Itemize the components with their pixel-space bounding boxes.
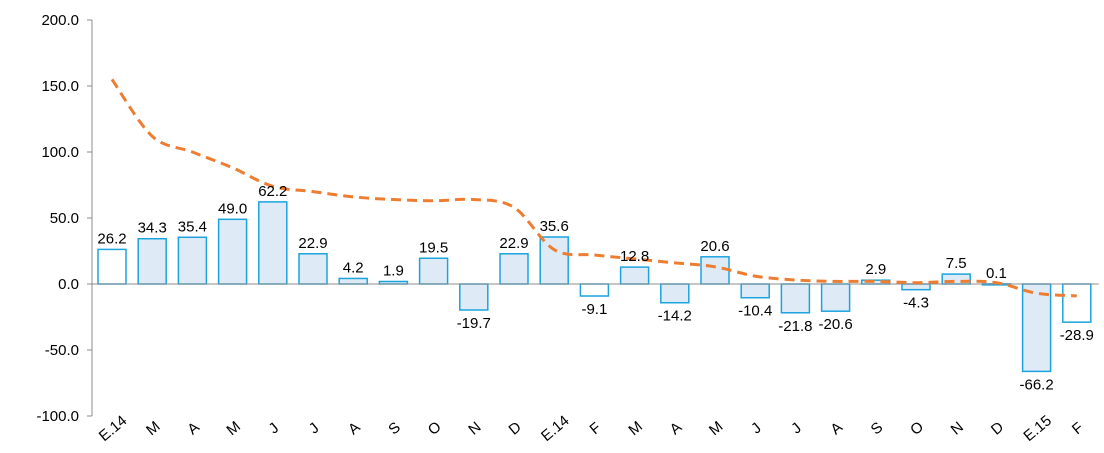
data-label: 20.6: [700, 238, 729, 255]
bar: [1021, 283, 1052, 373]
bar: [579, 283, 610, 297]
x-tick-label: A: [827, 419, 846, 438]
bar: [338, 277, 368, 285]
x-tick-label: E.15: [1020, 412, 1055, 445]
bar: [820, 283, 851, 312]
x-axis: E.14 M A M J J A S O N D E.14 F M A M J J A S O N D E.15 F: [96, 412, 1087, 445]
data-label: -9.1: [581, 301, 607, 318]
y-tick-label: 50.0: [50, 210, 79, 227]
y-axis: 200.0 150.0 100.0 50.0 0.0 -50.0 -100.0: [36, 12, 93, 425]
data-label: 35.6: [540, 218, 569, 235]
bar-series: [92, 201, 1099, 373]
data-label: 62.2: [258, 183, 287, 200]
x-tick-label: M: [706, 418, 727, 439]
data-label: 12.8: [620, 248, 649, 265]
x-tick-label: N: [465, 419, 484, 439]
bar: [1062, 283, 1092, 323]
bar: [780, 283, 811, 314]
bar: [258, 201, 288, 285]
bar: [137, 237, 167, 285]
x-tick-label: A: [345, 419, 364, 438]
bar: [740, 283, 770, 299]
bar: [418, 257, 449, 285]
bar: [539, 236, 569, 285]
bar: [700, 256, 730, 285]
y-tick-label: 100.0: [41, 144, 79, 161]
y-tick-label: 0.0: [58, 276, 79, 293]
y-tick-label: -50.0: [45, 342, 79, 359]
data-label: 35.4: [178, 218, 207, 235]
x-tick-label: J: [306, 420, 323, 438]
x-tick-label: D: [505, 418, 524, 438]
data-label: -28.9: [1060, 327, 1094, 344]
data-label: -21.8: [778, 318, 812, 335]
data-labels: 26.2 34.3 35.4 49.0 62.2 22.9 4.2 1.9 19.5 -19.7 2…: [97, 183, 1094, 393]
data-label: 7.5: [946, 255, 967, 272]
x-tick-label: S: [868, 419, 887, 438]
x-tick-label: J: [788, 420, 805, 438]
x-tick-label: M: [223, 418, 244, 439]
data-label: 26.2: [97, 230, 126, 247]
data-label: -14.2: [658, 308, 692, 325]
data-label: 22.9: [499, 235, 528, 252]
x-tick-label: D: [988, 418, 1007, 438]
data-label: 0.1: [986, 265, 1007, 282]
x-tick-label: J: [266, 420, 283, 438]
y-tick-label: -100.0: [36, 408, 79, 425]
x-tick-label: N: [948, 419, 967, 439]
bar: [619, 266, 650, 285]
data-label: 34.3: [138, 220, 167, 237]
x-tick-label: O: [425, 418, 445, 439]
data-label: -66.2: [1019, 376, 1053, 393]
data-label: 2.9: [865, 261, 886, 278]
data-label: -19.7: [457, 315, 491, 332]
data-label: 19.5: [419, 239, 448, 256]
data-label: -4.3: [903, 295, 929, 312]
data-label: 49.0: [218, 200, 247, 217]
x-tick-label: M: [143, 418, 164, 439]
x-tick-label: S: [385, 419, 404, 438]
bar: [217, 218, 248, 285]
x-tick-label: F: [1069, 419, 1087, 438]
y-tick-label: 200.0: [41, 12, 79, 29]
trend-line: [110, 78, 1077, 298]
x-tick-label: F: [587, 419, 605, 438]
bar: [459, 283, 489, 311]
data-label: -10.4: [738, 303, 772, 320]
x-tick-label: A: [667, 419, 686, 438]
data-label: -20.6: [818, 316, 852, 333]
x-tick-label: A: [184, 419, 203, 438]
x-tick-label: M: [625, 418, 646, 439]
y-tick-label: 150.0: [41, 78, 79, 95]
bar: [660, 283, 690, 304]
data-label: 1.9: [383, 262, 404, 279]
data-label: 22.9: [298, 235, 327, 252]
bar: [901, 283, 931, 291]
bar: [499, 253, 529, 285]
bar: [177, 236, 208, 285]
bar: [97, 248, 127, 285]
x-tick-label: E.14: [96, 412, 131, 445]
x-tick-label: O: [907, 418, 927, 439]
x-tick-label: J: [748, 420, 765, 438]
data-label: 4.2: [343, 259, 364, 276]
x-tick-label: E.14: [538, 412, 573, 445]
bar: [298, 253, 328, 285]
line-series: [110, 78, 1077, 298]
